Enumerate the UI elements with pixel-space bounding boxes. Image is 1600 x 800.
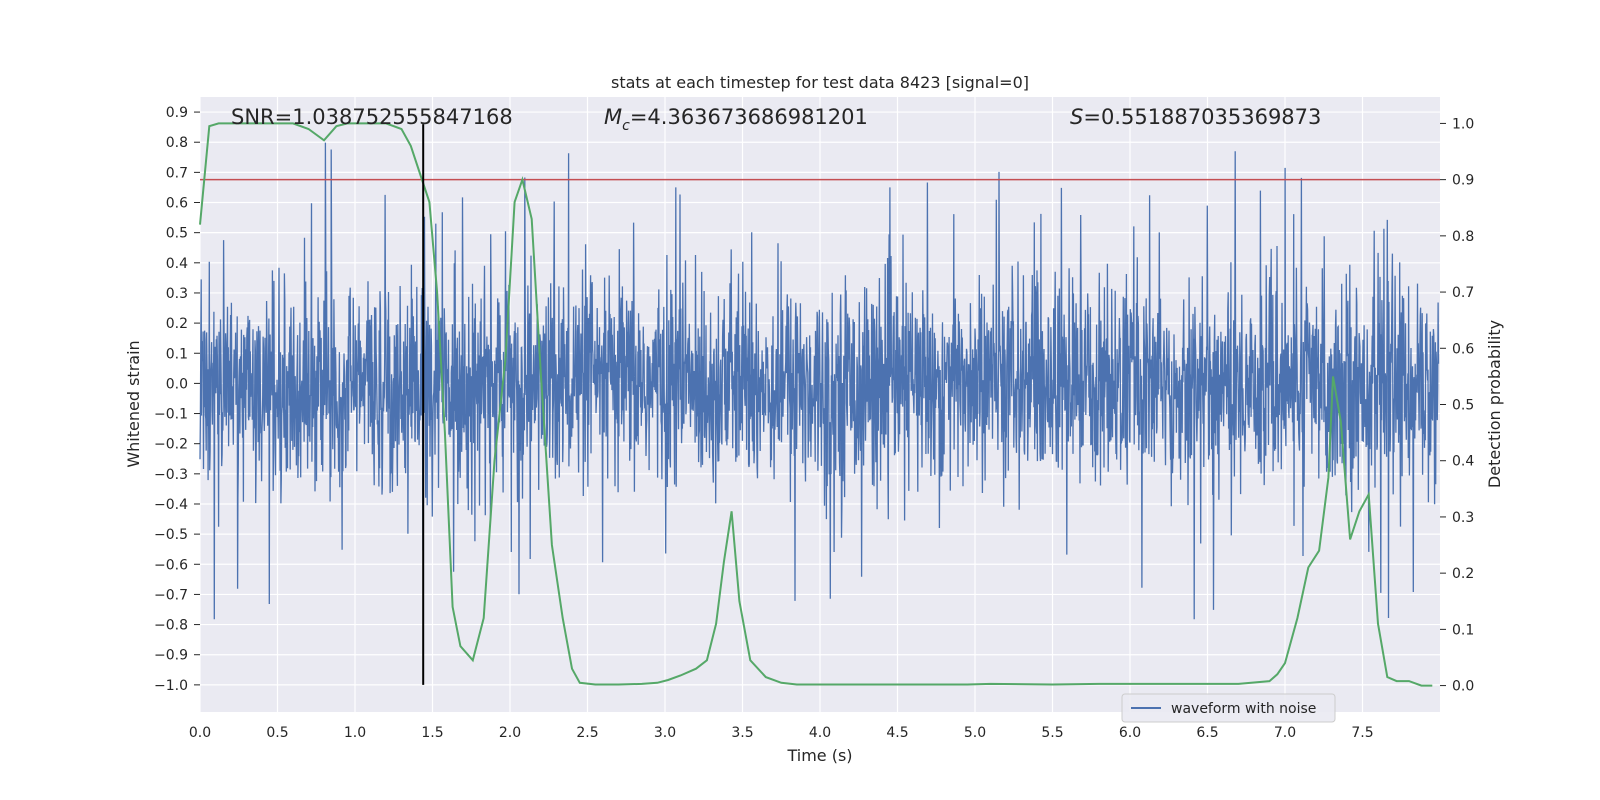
- x-tick-label: 1.0: [344, 725, 366, 741]
- y-left-tick-label: −0.6: [154, 557, 188, 573]
- x-tick-label: 4.5: [886, 725, 908, 741]
- y-left-tick-label: −0.8: [154, 618, 188, 634]
- y-left-tick-label: 0.9: [166, 105, 188, 121]
- y-left-tick-label: 0.0: [166, 376, 188, 392]
- y-left-tick-label: 0.7: [166, 165, 188, 181]
- y-left-tick-label: 0.6: [166, 196, 188, 212]
- x-tick-label: 1.5: [421, 725, 443, 741]
- legend-box: [1121, 693, 1336, 723]
- chirp-mass-symbol: M: [604, 105, 622, 129]
- detection-probability-line: [199, 122, 1433, 687]
- y-right-tick-label: 0.4: [1452, 454, 1474, 470]
- x-tick-label: 5.5: [1041, 725, 1063, 741]
- chirp-mass-value: =4.363673686981201: [630, 105, 868, 129]
- x-tick-label: 4.0: [809, 725, 831, 741]
- x-tick-label: 7.5: [1351, 725, 1373, 741]
- y-left-tick-labels: 0.9 0.8 0.7 0.6 0.5 0.4 0.3 0.2 0.1 0.0 −0.1 −0.2 −0…: [154, 105, 200, 694]
- y-left-tick-label: −1.0: [154, 678, 188, 694]
- snr-annotation: SNR=1.038752555847168: [231, 105, 513, 129]
- y-left-axis-label: Whitened strain: [124, 340, 143, 467]
- y-right-tick-label: 0.9: [1452, 173, 1474, 189]
- y-left-tick-label: −0.7: [154, 587, 188, 603]
- y-left-tick-label: 0.4: [166, 256, 188, 272]
- legend-label: waveform with noise: [1171, 701, 1316, 717]
- y-left-tick-label: 0.3: [166, 286, 188, 302]
- x-tick-label: 6.5: [1196, 725, 1218, 741]
- y-left-tick-label: −0.4: [154, 497, 188, 513]
- x-tick-label: 6.0: [1119, 725, 1141, 741]
- s-value: =0.551887035369873: [1083, 105, 1321, 129]
- s-annotation: S=0.551887035369873: [1070, 105, 1321, 129]
- y-right-tick-label: 0.1: [1452, 622, 1474, 638]
- waveform-path: [199, 142, 1440, 620]
- chart-title: stats at each timestep for test data 842…: [611, 73, 1029, 92]
- x-tick-label: 5.0: [964, 725, 986, 741]
- y-left-tick-label: −0.2: [154, 437, 188, 453]
- x-axis-label: Time (s): [786, 746, 852, 765]
- y-right-tick-labels: 1.0 0.9 0.8 0.7 0.6 0.5 0.4 0.3 0.2 0.1 0.0: [1440, 116, 1474, 695]
- legend: waveform with noise: [1121, 693, 1336, 723]
- y-left-tick-label: 0.1: [166, 346, 188, 362]
- y-right-tick-label: 0.7: [1452, 285, 1474, 301]
- y-left-tick-label: 0.5: [166, 226, 188, 242]
- chirp-mass-annotation: Mc=4.363673686981201: [604, 105, 868, 134]
- y-right-axis-label: Detection probability: [1485, 320, 1504, 488]
- y-right-tick-label: 0.0: [1452, 679, 1474, 695]
- x-tick-label: 2.0: [499, 725, 521, 741]
- waveform-series: [199, 142, 1440, 620]
- x-tick-label: 3.5: [731, 725, 753, 741]
- y-left-tick-label: 0.8: [166, 135, 188, 151]
- y-left-tick-label: −0.9: [154, 648, 188, 664]
- x-tick-label: 0.0: [189, 725, 211, 741]
- y-right-tick-label: 1.0: [1452, 116, 1474, 132]
- x-tick-label: 3.0: [654, 725, 676, 741]
- x-tick-label: 0.5: [266, 725, 288, 741]
- y-right-tick-label: 0.6: [1452, 341, 1474, 357]
- x-tick-label: 7.0: [1274, 725, 1296, 741]
- y-left-tick-label: 0.2: [166, 316, 188, 332]
- x-tick-label: 2.5: [576, 725, 598, 741]
- y-left-tick-label: −0.1: [154, 407, 188, 423]
- y-right-tick-label: 0.2: [1452, 566, 1474, 582]
- y-right-tick-label: 0.8: [1452, 229, 1474, 245]
- y-right-tick-label: 0.5: [1452, 398, 1474, 414]
- y-right-tick-label: 0.3: [1452, 510, 1474, 526]
- chirp-mass-subscript: c: [622, 118, 630, 134]
- y-left-tick-label: −0.3: [154, 467, 188, 483]
- y-left-tick-label: −0.5: [154, 527, 188, 543]
- x-tick-labels: 0.0 0.5 1.0 1.5 2.0 2.5 3.0 3.5 4.0 4.5 5.0 5.5 6.0 6…: [189, 725, 1374, 741]
- s-symbol: S: [1070, 105, 1083, 129]
